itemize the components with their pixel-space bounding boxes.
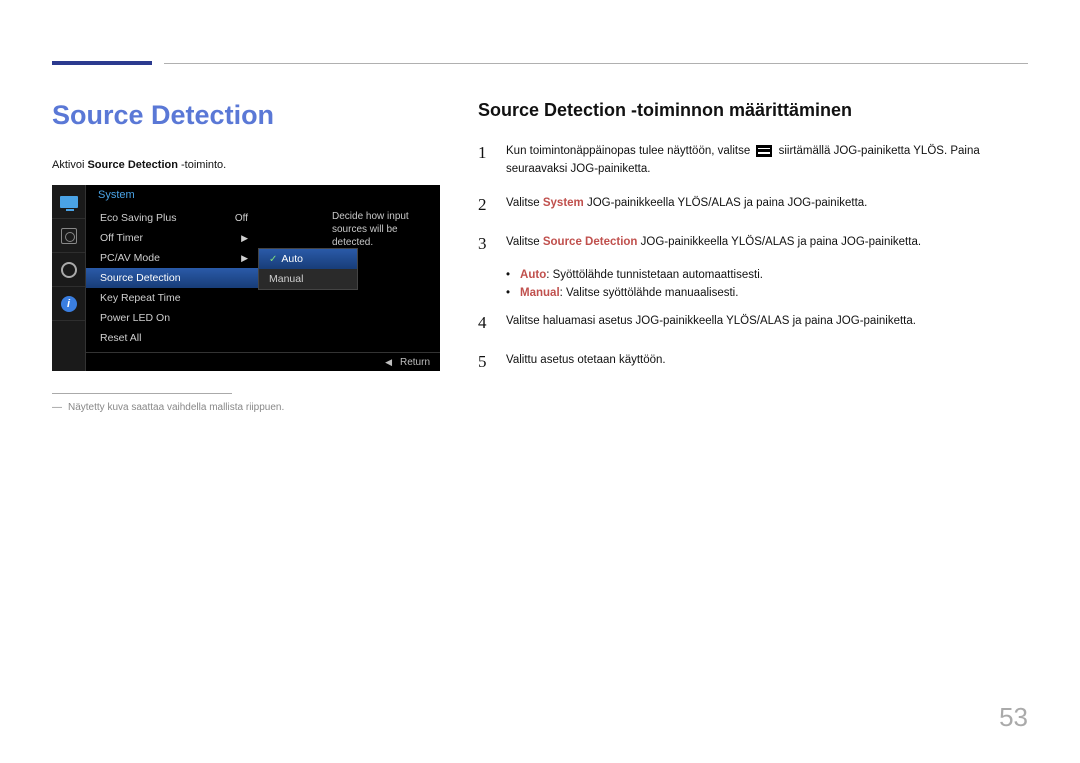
section-heading: Source Detection -toiminnon määrittämine… xyxy=(478,100,1028,121)
step-number: 3 xyxy=(478,230,492,257)
osd-footer: ◀ Return xyxy=(86,352,440,371)
osd-item[interactable]: PC/AV Mode▶ xyxy=(86,248,258,268)
page-title: Source Detection xyxy=(52,100,440,131)
gear-icon[interactable] xyxy=(52,253,85,287)
osd-item[interactable]: Key Repeat Time xyxy=(86,288,258,308)
step2-keyword: System xyxy=(543,197,584,209)
info-icon[interactable]: i xyxy=(52,287,85,321)
bullet-auto-kw: Auto xyxy=(520,269,546,281)
step-number: 5 xyxy=(478,348,492,375)
osd-return-label[interactable]: Return xyxy=(400,357,430,368)
option-bullets: Auto: Syöttölähde tunnistetaan automaatt… xyxy=(506,269,1028,299)
step2-text-b: JOG-painikkeella YLÖS/ALAS ja paina JOG-… xyxy=(584,197,868,209)
bullet-manual: Manual: Valitse syöttölähde manuaalisest… xyxy=(506,287,1028,299)
step-1: 1 Kun toimintonäppäinopas tulee näyttöön… xyxy=(478,139,1028,179)
osd-menu-list: Eco Saving PlusOffOff Timer▶PC/AV Mode▶S… xyxy=(86,204,258,352)
page-number: 53 xyxy=(999,702,1028,733)
activate-text: Aktivoi Source Detection -toiminto. xyxy=(52,159,440,171)
step1-text-a: Kun toimintonäppäinopas tulee näyttöön, … xyxy=(506,145,753,157)
osd-item[interactable]: Off Timer▶ xyxy=(86,228,258,248)
osd-icon-rail: i xyxy=(52,185,86,371)
osd-header: System xyxy=(86,185,440,204)
activate-bold: Source Detection xyxy=(87,159,177,171)
osd-item[interactable]: Eco Saving PlusOff xyxy=(86,208,258,228)
step-3: 3 Valitse Source Detection JOG-painikkee… xyxy=(478,230,1028,257)
osd-submenu-item[interactable]: Manual xyxy=(259,269,357,289)
footnote: ―Näytetty kuva saattaa vaihdella mallist… xyxy=(52,402,440,413)
step-4: 4 Valitse haluamasi asetus JOG-painikkee… xyxy=(478,309,1028,336)
step-2: 2 Valitse System JOG-painikkeella YLÖS/A… xyxy=(478,191,1028,218)
step5-text: Valittu asetus otetaan käyttöön. xyxy=(506,348,1028,375)
bullet-manual-kw: Manual xyxy=(520,287,560,299)
bullet-auto-txt: : Syöttölähde tunnistetaan automaattises… xyxy=(546,269,763,281)
activate-prefix: Aktivoi xyxy=(52,159,87,171)
footnote-rule xyxy=(52,393,232,394)
header-accent-bar xyxy=(52,61,152,65)
osd-item[interactable]: Source Detection xyxy=(86,268,258,288)
step4-text: Valitse haluamasi asetus JOG-painikkeell… xyxy=(506,309,1028,336)
osd-submenu: ✓AutoManual xyxy=(258,248,358,290)
step3-text-b: JOG-painikkeella YLÖS/ALAS ja paina JOG-… xyxy=(637,236,921,248)
activate-suffix: -toiminto. xyxy=(178,159,226,171)
footnote-text: Näytetty kuva saattaa vaihdella mallista… xyxy=(68,402,284,413)
back-arrow-icon[interactable]: ◀ xyxy=(385,357,392,368)
menu-icon xyxy=(756,145,772,157)
step-number: 2 xyxy=(478,191,492,218)
monitor-icon[interactable] xyxy=(52,185,85,219)
step-number: 4 xyxy=(478,309,492,336)
bullet-auto: Auto: Syöttölähde tunnistetaan automaatt… xyxy=(506,269,1028,281)
step3-text-a: Valitse xyxy=(506,236,543,248)
osd-submenu-item[interactable]: ✓Auto xyxy=(259,249,357,269)
osd-help-text: Decide how input sources will be detecte… xyxy=(332,210,432,249)
bullet-manual-txt: : Valitse syöttölähde manuaalisesti. xyxy=(560,287,739,299)
step2-text-a: Valitse xyxy=(506,197,543,209)
osd-item[interactable]: Power LED On xyxy=(86,308,258,328)
osd-item[interactable]: Reset All xyxy=(86,328,258,348)
step3-keyword: Source Detection xyxy=(543,236,638,248)
picture-icon[interactable] xyxy=(52,219,85,253)
step-number: 1 xyxy=(478,139,492,179)
osd-panel: i System Eco Saving PlusOffOff Timer▶PC/… xyxy=(52,185,440,371)
header-rule xyxy=(164,63,1028,64)
step-5: 5 Valittu asetus otetaan käyttöön. xyxy=(478,348,1028,375)
